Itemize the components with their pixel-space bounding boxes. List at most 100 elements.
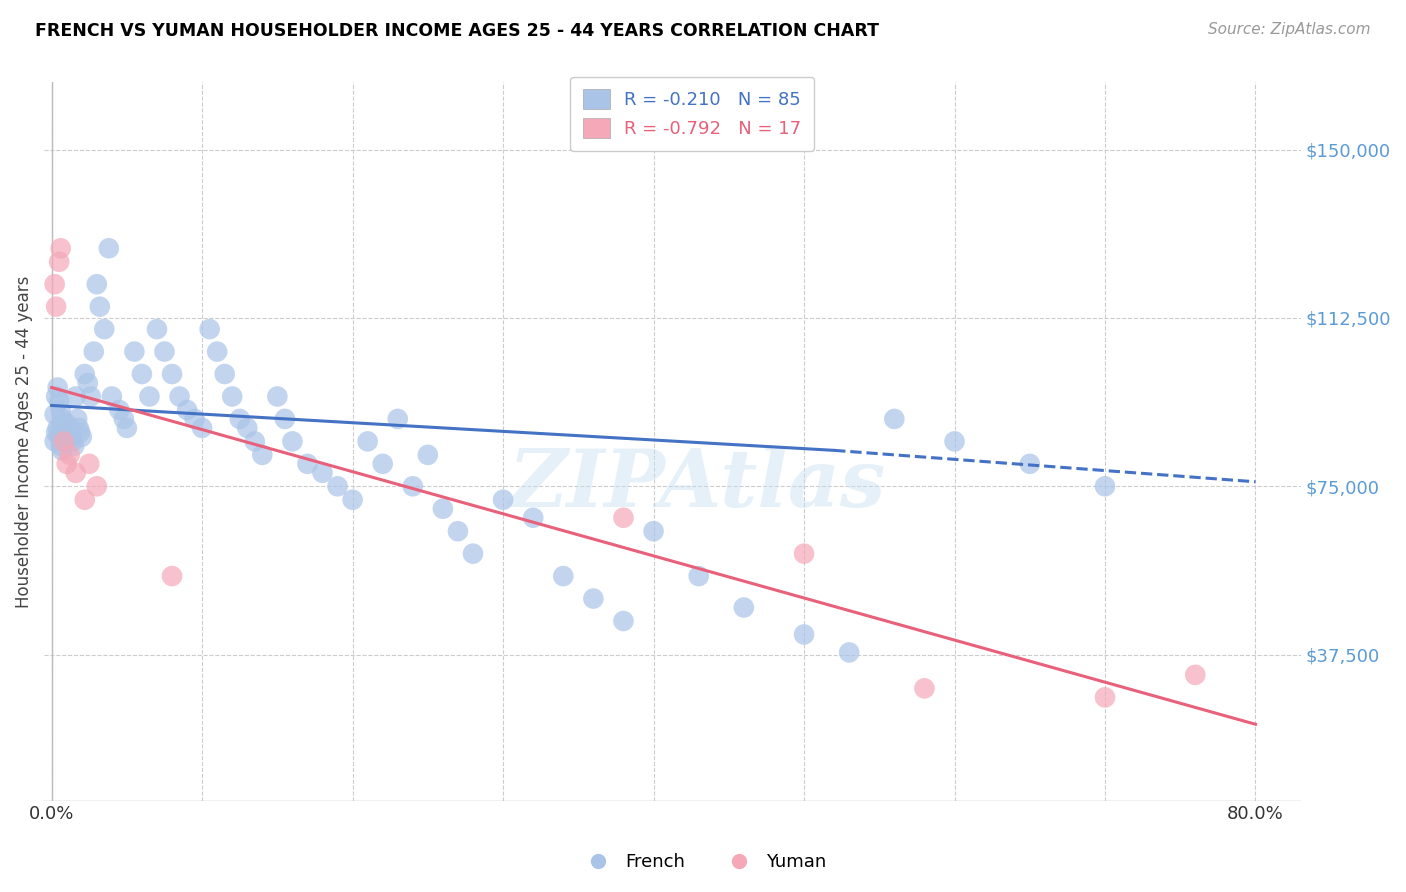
Point (356, 434, 378, 449)
Point (55, 457, 77, 471)
Point (45, 389, 67, 403)
Point (447, 524, 470, 539)
Point (59, 448, 82, 462)
Point (461, 547, 484, 561)
Point (943, 434, 966, 449)
Point (281, 434, 304, 449)
Point (45, 300, 67, 314)
Point (160, 569, 183, 583)
Point (124, 344, 146, 359)
Point (138, 389, 160, 403)
Point (55, 430, 77, 444)
Legend: R = -0.210   N = 85, R = -0.792   N = 17: R = -0.210 N = 85, R = -0.792 N = 17 (571, 77, 814, 151)
Point (86, 479, 108, 493)
Point (65, 389, 87, 403)
Point (73, 492, 96, 507)
Point (1018, 457, 1040, 471)
Point (97, 241, 120, 255)
Point (266, 389, 288, 403)
Point (131, 367, 153, 381)
Point (73, 367, 96, 381)
Point (371, 457, 394, 471)
Point (45, 425, 67, 440)
Point (252, 448, 274, 462)
Point (236, 421, 259, 435)
Legend: French, Yuman: French, Yuman (572, 847, 834, 879)
Point (67, 421, 90, 435)
Point (643, 524, 665, 539)
Text: FRENCH VS YUMAN HOUSEHOLDER INCOME AGES 25 - 44 YEARS CORRELATION CHART: FRENCH VS YUMAN HOUSEHOLDER INCOME AGES … (35, 22, 879, 40)
Text: Source: ZipAtlas.com: Source: ZipAtlas.com (1208, 22, 1371, 37)
Point (342, 492, 364, 507)
Point (52, 421, 75, 435)
Point (492, 492, 515, 507)
Point (66, 412, 89, 426)
Text: ZIPAtlas: ZIPAtlas (509, 446, 886, 524)
Point (176, 403, 198, 417)
Point (101, 389, 124, 403)
Point (70, 430, 93, 444)
Point (205, 344, 228, 359)
Point (48, 394, 70, 409)
Point (65, 466, 87, 480)
Point (838, 645, 860, 659)
Point (48, 430, 70, 444)
Point (191, 421, 214, 435)
Point (169, 389, 191, 403)
Point (62, 434, 84, 449)
Point (311, 466, 333, 480)
Point (46, 380, 69, 394)
Point (416, 448, 439, 462)
Point (51, 412, 73, 426)
Point (76, 376, 98, 390)
Point (77, 457, 100, 471)
Point (793, 627, 815, 641)
Point (49, 439, 72, 453)
Point (44, 408, 66, 422)
Point (243, 434, 266, 449)
Point (229, 412, 252, 426)
Y-axis label: Householder Income Ages 25 - 44 years: Householder Income Ages 25 - 44 years (15, 276, 32, 607)
Point (48, 254, 70, 268)
Point (733, 600, 755, 615)
Point (53, 425, 76, 440)
Point (612, 614, 634, 628)
Point (883, 412, 905, 426)
Point (44, 277, 66, 292)
Point (108, 403, 131, 417)
Point (432, 501, 454, 516)
Point (115, 421, 138, 435)
Point (522, 510, 544, 524)
Point (55, 417, 77, 431)
Point (183, 412, 205, 426)
Point (89, 300, 111, 314)
Point (1094, 479, 1116, 493)
Point (688, 569, 710, 583)
Point (402, 479, 425, 493)
Point (49, 241, 72, 255)
Point (612, 510, 634, 524)
Point (326, 479, 349, 493)
Point (86, 277, 108, 292)
Point (146, 322, 169, 336)
Point (153, 344, 176, 359)
Point (221, 389, 243, 403)
Point (112, 412, 135, 426)
Point (912, 681, 935, 696)
Point (198, 322, 221, 336)
Point (793, 547, 815, 561)
Point (553, 569, 575, 583)
Point (52, 434, 75, 449)
Point (63, 439, 86, 453)
Point (46, 421, 69, 435)
Point (51, 443, 73, 458)
Point (387, 412, 409, 426)
Point (297, 457, 319, 471)
Point (59, 425, 82, 440)
Point (214, 367, 236, 381)
Point (160, 367, 183, 381)
Point (83, 344, 105, 359)
Point (582, 591, 605, 606)
Point (1184, 668, 1206, 682)
Point (44, 434, 66, 449)
